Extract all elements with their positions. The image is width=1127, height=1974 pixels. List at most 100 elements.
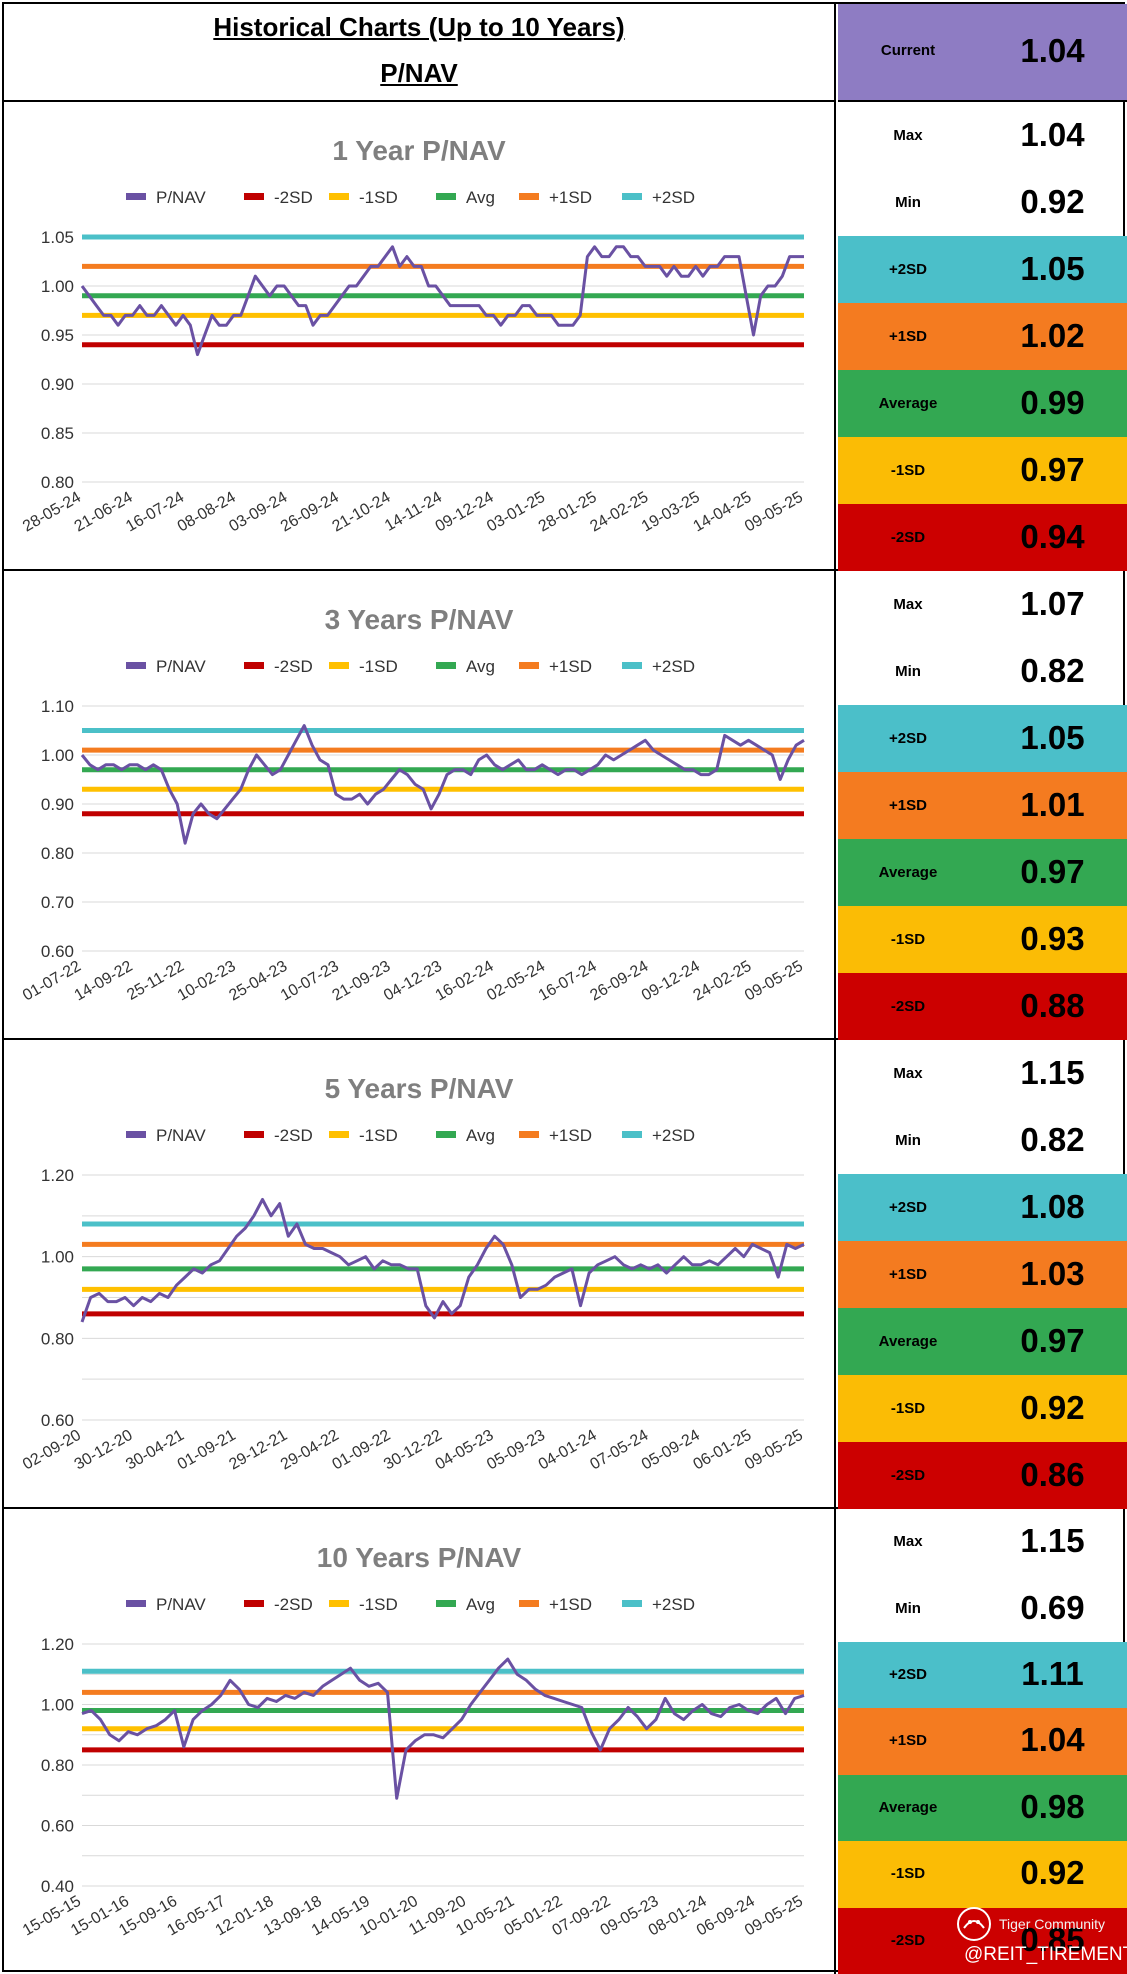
x-tick-label: 24-02-25	[587, 489, 651, 536]
x-tick-label: 16-07-24	[123, 489, 187, 536]
stat-value: 0.85	[1020, 1920, 1085, 1958]
stat-label: Min	[895, 1131, 921, 1149]
chart-section-1: 1 Year P/NAV P/NAV -2SD -1SD Avg +1SD +2SD 0.80…	[4, 102, 1127, 571]
stat-row-m2sd: -2SD 0.85	[838, 1907, 1127, 1974]
stat-value: 0.94	[1020, 517, 1085, 555]
stat-label: -1SD	[890, 461, 926, 479]
y-tick-label: 0.90	[41, 375, 74, 394]
stat-row-min: Min 0.82	[838, 1107, 1127, 1174]
x-tick-label: 09-05-25	[742, 1427, 806, 1474]
y-tick-label: 1.00	[41, 746, 74, 765]
stat-label: +1SD	[889, 1732, 927, 1750]
current-label: Current	[880, 42, 936, 59]
legend-swatch	[519, 193, 539, 200]
x-tick-label: 04-05-23	[433, 1427, 497, 1474]
x-tick-label: 09-05-25	[742, 958, 806, 1005]
chart-panel: 10 Years P/NAV P/NAV -2SD -1SD Avg +1SD +2SD 0.…	[4, 1509, 836, 1974]
watermark: Tiger Community @REIT_TIREMENT	[954, 1904, 1127, 1974]
legend-label: +2SD	[652, 188, 695, 207]
series-line-pnav	[80, 724, 805, 845]
legend-label: P/NAV	[156, 657, 206, 676]
x-tick-label: 04-12-23	[381, 958, 445, 1005]
stat-value: 0.97	[1020, 852, 1085, 890]
current-value-cell: Current 1.04	[838, 4, 1127, 102]
x-tick-label: 01-09-21	[175, 1427, 239, 1474]
legend-swatch	[329, 193, 349, 200]
legend-item-pnav: P/NAV	[126, 1595, 206, 1614]
y-tick-label: 0.80	[41, 1756, 74, 1775]
legend-swatch	[329, 1600, 349, 1607]
stat-label: -2SD	[890, 1466, 926, 1484]
legend-label: -1SD	[359, 1126, 398, 1145]
legend-swatch	[244, 662, 264, 669]
x-tick-label: 26-09-24	[587, 958, 651, 1005]
legend-item-1sd: +1SD	[519, 657, 592, 676]
stat-label: Min	[895, 1599, 921, 1617]
stat-label: Min	[895, 193, 921, 211]
y-tick-label: 0.80	[41, 473, 74, 492]
legend-item-1sd: -1SD	[329, 1126, 398, 1145]
x-tick-label: 30-12-22	[381, 1427, 445, 1474]
stat-value: 0.97	[1020, 450, 1085, 488]
stat-label: Average	[878, 1798, 938, 1816]
legend-item-pnav: P/NAV	[126, 1126, 206, 1145]
stat-value: 0.69	[1020, 1588, 1085, 1626]
x-tick-label: 21-10-24	[329, 489, 393, 536]
watermark-handle: @REIT_TIREMENT	[964, 1944, 1127, 1965]
stat-row-avg: Average 0.98	[838, 1774, 1127, 1842]
y-tick-label: 0.60	[41, 1817, 74, 1836]
stat-value: 1.01	[1020, 785, 1085, 823]
legend-swatch	[244, 1131, 264, 1138]
stat-label: -1SD	[890, 930, 926, 948]
legend-label: +1SD	[549, 1126, 592, 1145]
x-tick-label: 28-05-24	[20, 489, 84, 536]
stat-row-p2sd: +2SD 1.05	[838, 236, 1127, 303]
legend-item-avg: Avg	[436, 188, 495, 207]
stat-row-min: Min 0.92	[838, 169, 1127, 236]
legend-item-2sd: +2SD	[622, 657, 695, 676]
legend-label: +2SD	[652, 657, 695, 676]
legend-item-1sd: +1SD	[519, 1595, 592, 1614]
stat-row-p1sd: +1SD 1.02	[838, 303, 1127, 370]
x-tick-label: 01-09-22	[329, 1427, 393, 1474]
legend-label: -2SD	[274, 1595, 313, 1614]
y-tick-label: 0.70	[41, 893, 74, 912]
legend-item-2sd: -2SD	[244, 657, 313, 676]
current-value: 1.04	[1020, 32, 1085, 69]
x-tick-label: 03-09-24	[226, 489, 290, 536]
series-line-pnav	[80, 1198, 805, 1323]
stat-label: Max	[893, 1064, 923, 1082]
legend-label: +1SD	[549, 1595, 592, 1614]
y-tick-label: 1.10	[41, 697, 74, 716]
y-tick-label: 0.90	[41, 795, 74, 814]
legend-swatch	[436, 1600, 456, 1607]
legend-label: P/NAV	[156, 1595, 206, 1614]
legend-item-2sd: +2SD	[622, 188, 695, 207]
chart-title: 10 Years P/NAV	[317, 1542, 522, 1573]
x-tick-label: 21-09-23	[329, 958, 393, 1005]
x-tick-label: 21-06-24	[72, 489, 136, 536]
stat-label: -1SD	[890, 1865, 926, 1883]
legend-label: +1SD	[549, 188, 592, 207]
legend-label: -1SD	[359, 657, 398, 676]
legend-label: P/NAV	[156, 188, 206, 207]
y-tick-label: 1.20	[41, 1635, 74, 1654]
chart-svg: 5 Years P/NAV P/NAV -2SD -1SD Avg +1SD +2SD 0.6…	[20, 1073, 806, 1474]
chart-panel: 5 Years P/NAV P/NAV -2SD -1SD Avg +1SD +2SD 0.6…	[4, 1040, 836, 1507]
stat-row-m1sd: -1SD 0.92	[838, 1841, 1127, 1908]
x-tick-label: 10-07-23	[278, 958, 342, 1005]
y-tick-label: 1.00	[41, 1696, 74, 1715]
stat-row-p2sd: +2SD 1.08	[838, 1174, 1127, 1241]
stat-label: +1SD	[889, 796, 927, 814]
legend-swatch	[519, 1131, 539, 1138]
stat-value: 1.02	[1020, 316, 1085, 354]
legend-swatch	[622, 662, 642, 669]
legend-item-1sd: -1SD	[329, 657, 398, 676]
chart-svg: 3 Years P/NAV P/NAV -2SD -1SD Avg +1SD +2SD 0.6…	[20, 604, 806, 1005]
stat-label: Average	[878, 394, 938, 412]
stat-value: 1.04	[1020, 1721, 1085, 1759]
x-tick-label: 25-04-23	[226, 958, 290, 1005]
chart-section-3: 5 Years P/NAV P/NAV -2SD -1SD Avg +1SD +2SD 0.6…	[4, 1040, 1127, 1509]
stat-label: -2SD	[890, 997, 926, 1015]
stat-label: Max	[893, 126, 923, 144]
